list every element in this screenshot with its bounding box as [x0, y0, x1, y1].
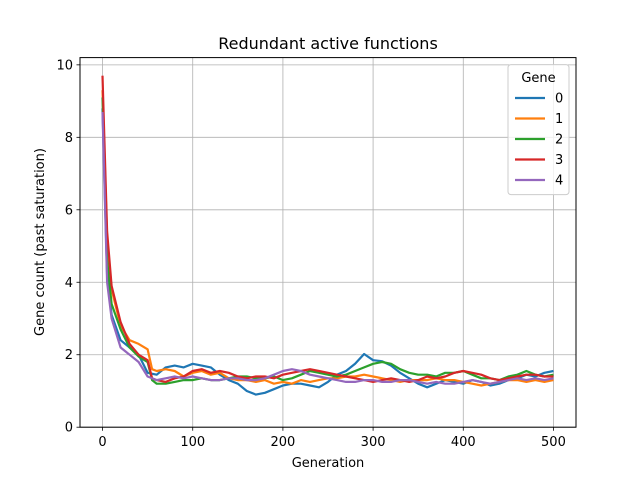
legend-label-3: 3 [555, 153, 563, 168]
x-axis: 0 100 200 300 400 500 [98, 427, 566, 450]
legend: Gene 0 1 2 3 4 [507, 64, 570, 196]
legend-label-2: 2 [555, 133, 563, 148]
y-axis: 0 2 4 6 8 10 [56, 58, 80, 436]
x-tick-label: 400 [451, 435, 476, 450]
x-tick-label: 300 [361, 435, 386, 450]
y-tick-label: 4 [65, 276, 73, 291]
legend-label-1: 1 [555, 112, 563, 127]
y-axis-title: Gene count (past saturation) [33, 148, 48, 336]
y-tick-label: 10 [56, 58, 73, 73]
series-line-2 [101, 97, 554, 385]
legend-items: 0 1 2 3 4 [515, 92, 563, 189]
plot-frame [79, 57, 577, 428]
series-line-1 [101, 90, 554, 387]
y-tick-label: 0 [65, 421, 73, 436]
chart-title: Redundant active functions [218, 34, 438, 53]
series-lines [101, 75, 554, 396]
series-line-4 [101, 111, 554, 385]
legend-title: Gene [521, 71, 555, 86]
series-line-0 [101, 108, 554, 396]
x-tick-label: 0 [98, 435, 106, 450]
x-tick-label: 100 [180, 435, 205, 450]
y-tick-label: 2 [65, 348, 73, 363]
y-tick-label: 6 [65, 203, 73, 218]
x-axis-title: Generation [292, 456, 365, 471]
x-tick-label: 200 [270, 435, 295, 450]
legend-label-4: 4 [555, 174, 563, 189]
x-tick-label: 500 [541, 435, 566, 450]
series-line-3 [101, 75, 554, 383]
legend-label-0: 0 [555, 92, 563, 107]
y-tick-label: 8 [65, 131, 73, 146]
